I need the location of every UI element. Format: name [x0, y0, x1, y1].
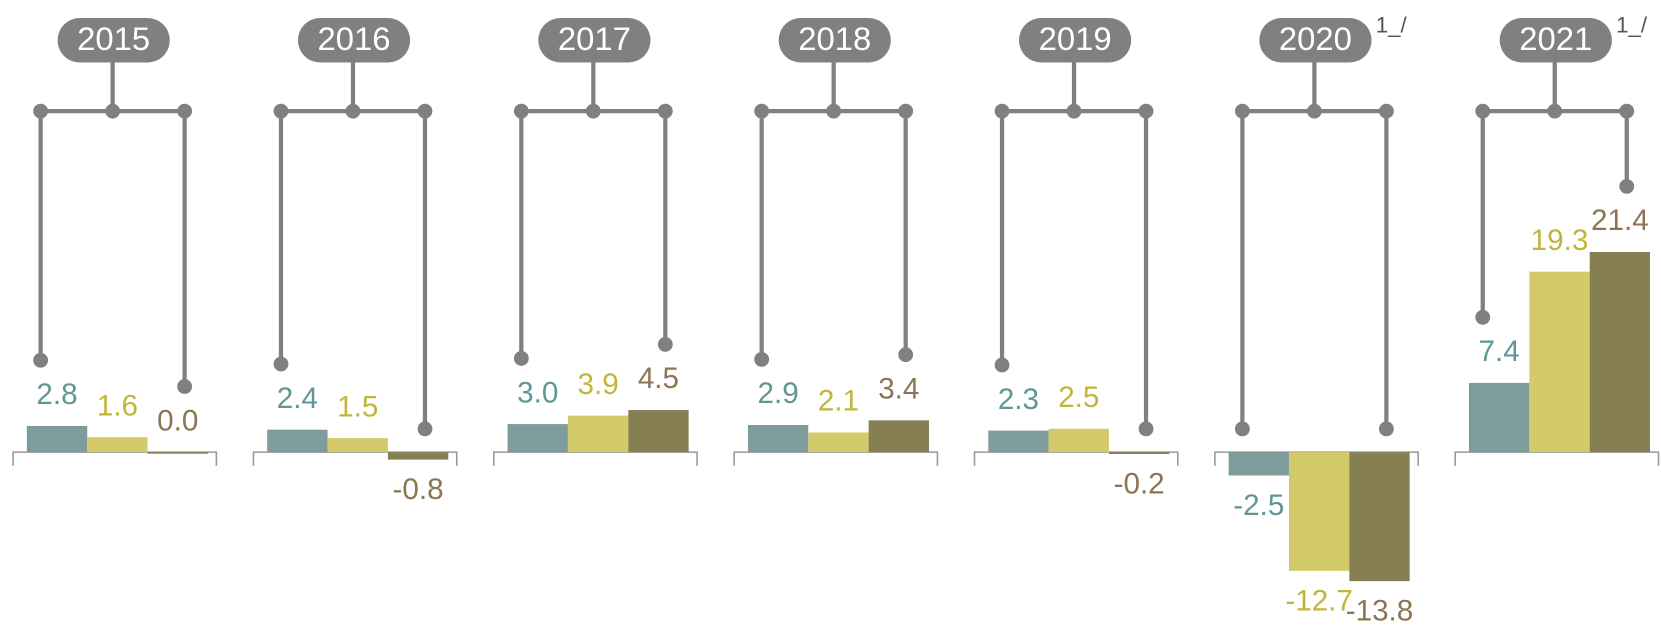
- connector-dot: [417, 421, 433, 437]
- bar: [1048, 428, 1109, 453]
- year-label: 2017: [558, 20, 631, 57]
- data-label: -12.7: [1285, 584, 1353, 617]
- data-label: 2.5: [1058, 381, 1099, 414]
- data-label: 0.0: [157, 404, 198, 437]
- bar: [1468, 382, 1530, 453]
- year-label: 2020: [1279, 20, 1352, 57]
- year-pill: [1499, 18, 1612, 63]
- bar: [147, 452, 208, 454]
- connector-dot: [345, 103, 361, 119]
- connector-dot: [1619, 103, 1635, 119]
- bar: [387, 452, 449, 460]
- year-pill: [1018, 18, 1132, 63]
- connector-dot: [273, 356, 289, 372]
- connector-dot: [417, 103, 433, 119]
- bar: [1349, 452, 1410, 582]
- connector-dot: [33, 352, 49, 368]
- bar: [507, 424, 568, 453]
- bar: [868, 420, 929, 453]
- connector-dot: [177, 379, 193, 394]
- connector-dot: [994, 103, 1010, 119]
- data-label: 3.9: [577, 368, 618, 401]
- baseline: [12, 451, 218, 466]
- connector-dot: [1378, 421, 1394, 437]
- year-pill: [57, 18, 170, 63]
- bar: [87, 437, 148, 453]
- data-label: 3.0: [517, 376, 558, 409]
- connector-dot: [826, 103, 842, 119]
- footnote-mark: 1_/: [1376, 12, 1408, 37]
- year-label: 2021: [1519, 20, 1592, 57]
- baseline: [493, 451, 698, 466]
- baseline: [733, 451, 939, 466]
- bar: [1228, 452, 1289, 476]
- year-label: 2018: [798, 20, 871, 57]
- bar: [1108, 452, 1170, 454]
- bar: [808, 432, 869, 453]
- bar: [1288, 452, 1350, 571]
- connector-dot: [898, 347, 914, 363]
- data-label: 19.3: [1531, 224, 1589, 257]
- connector-dot: [898, 103, 914, 119]
- data-label: 1.6: [97, 389, 138, 422]
- data-label: -0.8: [393, 473, 444, 506]
- bar: [26, 425, 88, 453]
- connector-dot: [1066, 103, 1082, 119]
- bar: [567, 415, 629, 453]
- connector-dot: [1306, 103, 1322, 119]
- connector-dot: [754, 351, 770, 367]
- data-label: -2.5: [1233, 489, 1284, 522]
- data-label: 2.1: [818, 385, 859, 418]
- connector-dot: [754, 103, 770, 119]
- connector-dot: [1619, 178, 1635, 194]
- data-label: 2.9: [757, 377, 798, 410]
- data-label: 2.3: [998, 383, 1039, 416]
- data-label: 2.8: [36, 378, 77, 411]
- footnote-mark: 1_/: [1616, 12, 1648, 37]
- bar: [747, 425, 809, 453]
- data-label: -0.2: [1114, 468, 1165, 501]
- connector-dot: [177, 103, 193, 119]
- connector-dot: [273, 103, 289, 119]
- year-pill: [297, 18, 411, 63]
- data-label: 21.4: [1591, 204, 1649, 237]
- connector-dot: [1475, 103, 1491, 119]
- year-pill: [538, 18, 651, 63]
- connector-dot: [513, 103, 529, 119]
- connector-dot: [1378, 103, 1394, 119]
- connector-dot: [994, 357, 1010, 373]
- year-label: 2016: [318, 20, 391, 57]
- connector-dot: [657, 336, 673, 352]
- baseline: [973, 451, 1179, 466]
- bar: [628, 410, 689, 453]
- data-label: 2.4: [277, 382, 318, 415]
- connector-dot: [1138, 103, 1154, 119]
- connector-dot: [585, 103, 601, 119]
- data-label: -13.8: [1346, 595, 1414, 628]
- year-pill: [1259, 18, 1372, 63]
- connector-dot: [513, 351, 529, 366]
- connector-dot: [33, 103, 49, 119]
- bar: [327, 438, 388, 453]
- data-label: 4.5: [638, 362, 679, 395]
- year-label: 2015: [77, 20, 150, 57]
- bar: [1529, 271, 1590, 453]
- year-label: 2019: [1039, 20, 1112, 57]
- connector-dot: [1547, 103, 1563, 119]
- connector-dot: [1475, 309, 1491, 325]
- connector-dot: [1234, 103, 1250, 119]
- connector-dot: [105, 103, 121, 119]
- bar: [1589, 252, 1651, 453]
- data-label: 7.4: [1479, 335, 1520, 368]
- data-label: 3.4: [878, 373, 919, 406]
- bar: [267, 429, 328, 453]
- connector-dot: [1234, 421, 1250, 437]
- year-pill: [778, 18, 891, 63]
- baseline: [1454, 451, 1660, 466]
- connector-dot: [1138, 421, 1154, 437]
- connector-dot: [657, 103, 673, 119]
- bar: [988, 430, 1049, 453]
- data-label: 1.5: [337, 390, 378, 423]
